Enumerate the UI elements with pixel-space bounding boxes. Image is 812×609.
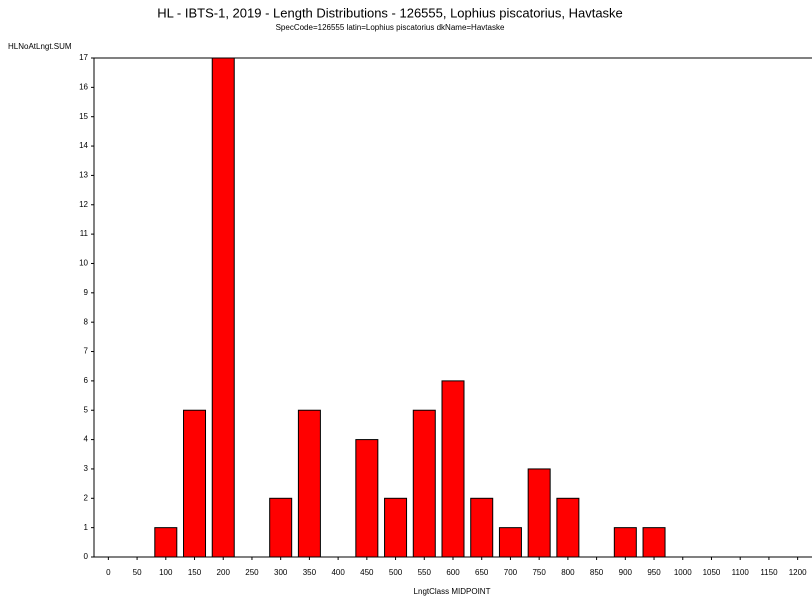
- y-tick-label: 1: [84, 523, 89, 532]
- chart-title: HL - IBTS-1, 2019 - Length Distributions…: [157, 5, 623, 20]
- x-tick-label: 750: [532, 568, 546, 577]
- bar: [527, 468, 551, 558]
- y-tick-label: 17: [79, 53, 88, 62]
- x-tick-label: 450: [360, 568, 374, 577]
- bar: [154, 527, 178, 558]
- x-tick-label: 1100: [732, 568, 750, 577]
- x-tick-label: 700: [504, 568, 518, 577]
- bar: [355, 439, 379, 558]
- x-tick-label: 250: [245, 568, 259, 577]
- x-tick-label: 50: [133, 568, 142, 577]
- x-tick-label: 150: [188, 568, 202, 577]
- y-tick-label: 10: [79, 259, 88, 268]
- bar: [269, 497, 293, 558]
- y-tick-label: 0: [84, 552, 89, 561]
- y-tick-label: 15: [79, 112, 88, 121]
- chart-subtitle: SpecCode=126555 latin=Lophius piscatoriu…: [276, 23, 505, 32]
- x-tick-label: 200: [217, 568, 231, 577]
- bar: [613, 527, 637, 558]
- y-tick-label: 9: [84, 288, 89, 297]
- y-tick-label: 13: [79, 171, 88, 180]
- x-tick-label: 800: [561, 568, 575, 577]
- x-tick-label: 0: [106, 568, 111, 577]
- y-tick-label: 4: [84, 435, 89, 444]
- x-tick-label: 1050: [703, 568, 721, 577]
- y-tick-label: 16: [79, 82, 88, 91]
- y-tick-label: 8: [84, 317, 89, 326]
- bar: [441, 380, 465, 558]
- x-tick-label: 350: [303, 568, 317, 577]
- bar: [412, 409, 436, 558]
- bar: [183, 409, 207, 558]
- x-tick-label: 500: [389, 568, 403, 577]
- x-tick-label: 950: [647, 568, 661, 577]
- bar: [470, 497, 494, 558]
- x-tick-label: 900: [619, 568, 633, 577]
- x-tick-label: 1200: [789, 568, 807, 577]
- x-tick-label: 400: [331, 568, 345, 577]
- y-tick-label: 5: [84, 405, 89, 414]
- bar: [384, 497, 408, 558]
- y-tick-label: 6: [84, 376, 89, 385]
- x-tick-label: 1000: [674, 568, 692, 577]
- x-tick-label: 850: [590, 568, 604, 577]
- bar: [556, 497, 580, 558]
- y-tick-label: 2: [84, 493, 89, 502]
- y-tick-label: 14: [79, 141, 88, 150]
- bar: [642, 527, 666, 558]
- y-tick-label: 12: [79, 200, 88, 209]
- y-tick-label: 11: [80, 229, 89, 238]
- y-tick-label: 3: [84, 464, 89, 473]
- x-tick-label: 1150: [760, 568, 778, 577]
- bar: [211, 57, 235, 558]
- x-tick-label: 300: [274, 568, 288, 577]
- x-axis-label: LngtClass MIDPOINT: [414, 587, 491, 596]
- x-tick-label: 650: [475, 568, 489, 577]
- y-tick-label: 7: [84, 347, 89, 356]
- x-tick-label: 100: [159, 568, 173, 577]
- bar: [498, 527, 522, 558]
- x-tick-label: 600: [446, 568, 460, 577]
- bar: [297, 409, 321, 558]
- x-tick-label: 550: [418, 568, 432, 577]
- y-axis-label: HLNoAtLngt.SUM: [8, 42, 72, 51]
